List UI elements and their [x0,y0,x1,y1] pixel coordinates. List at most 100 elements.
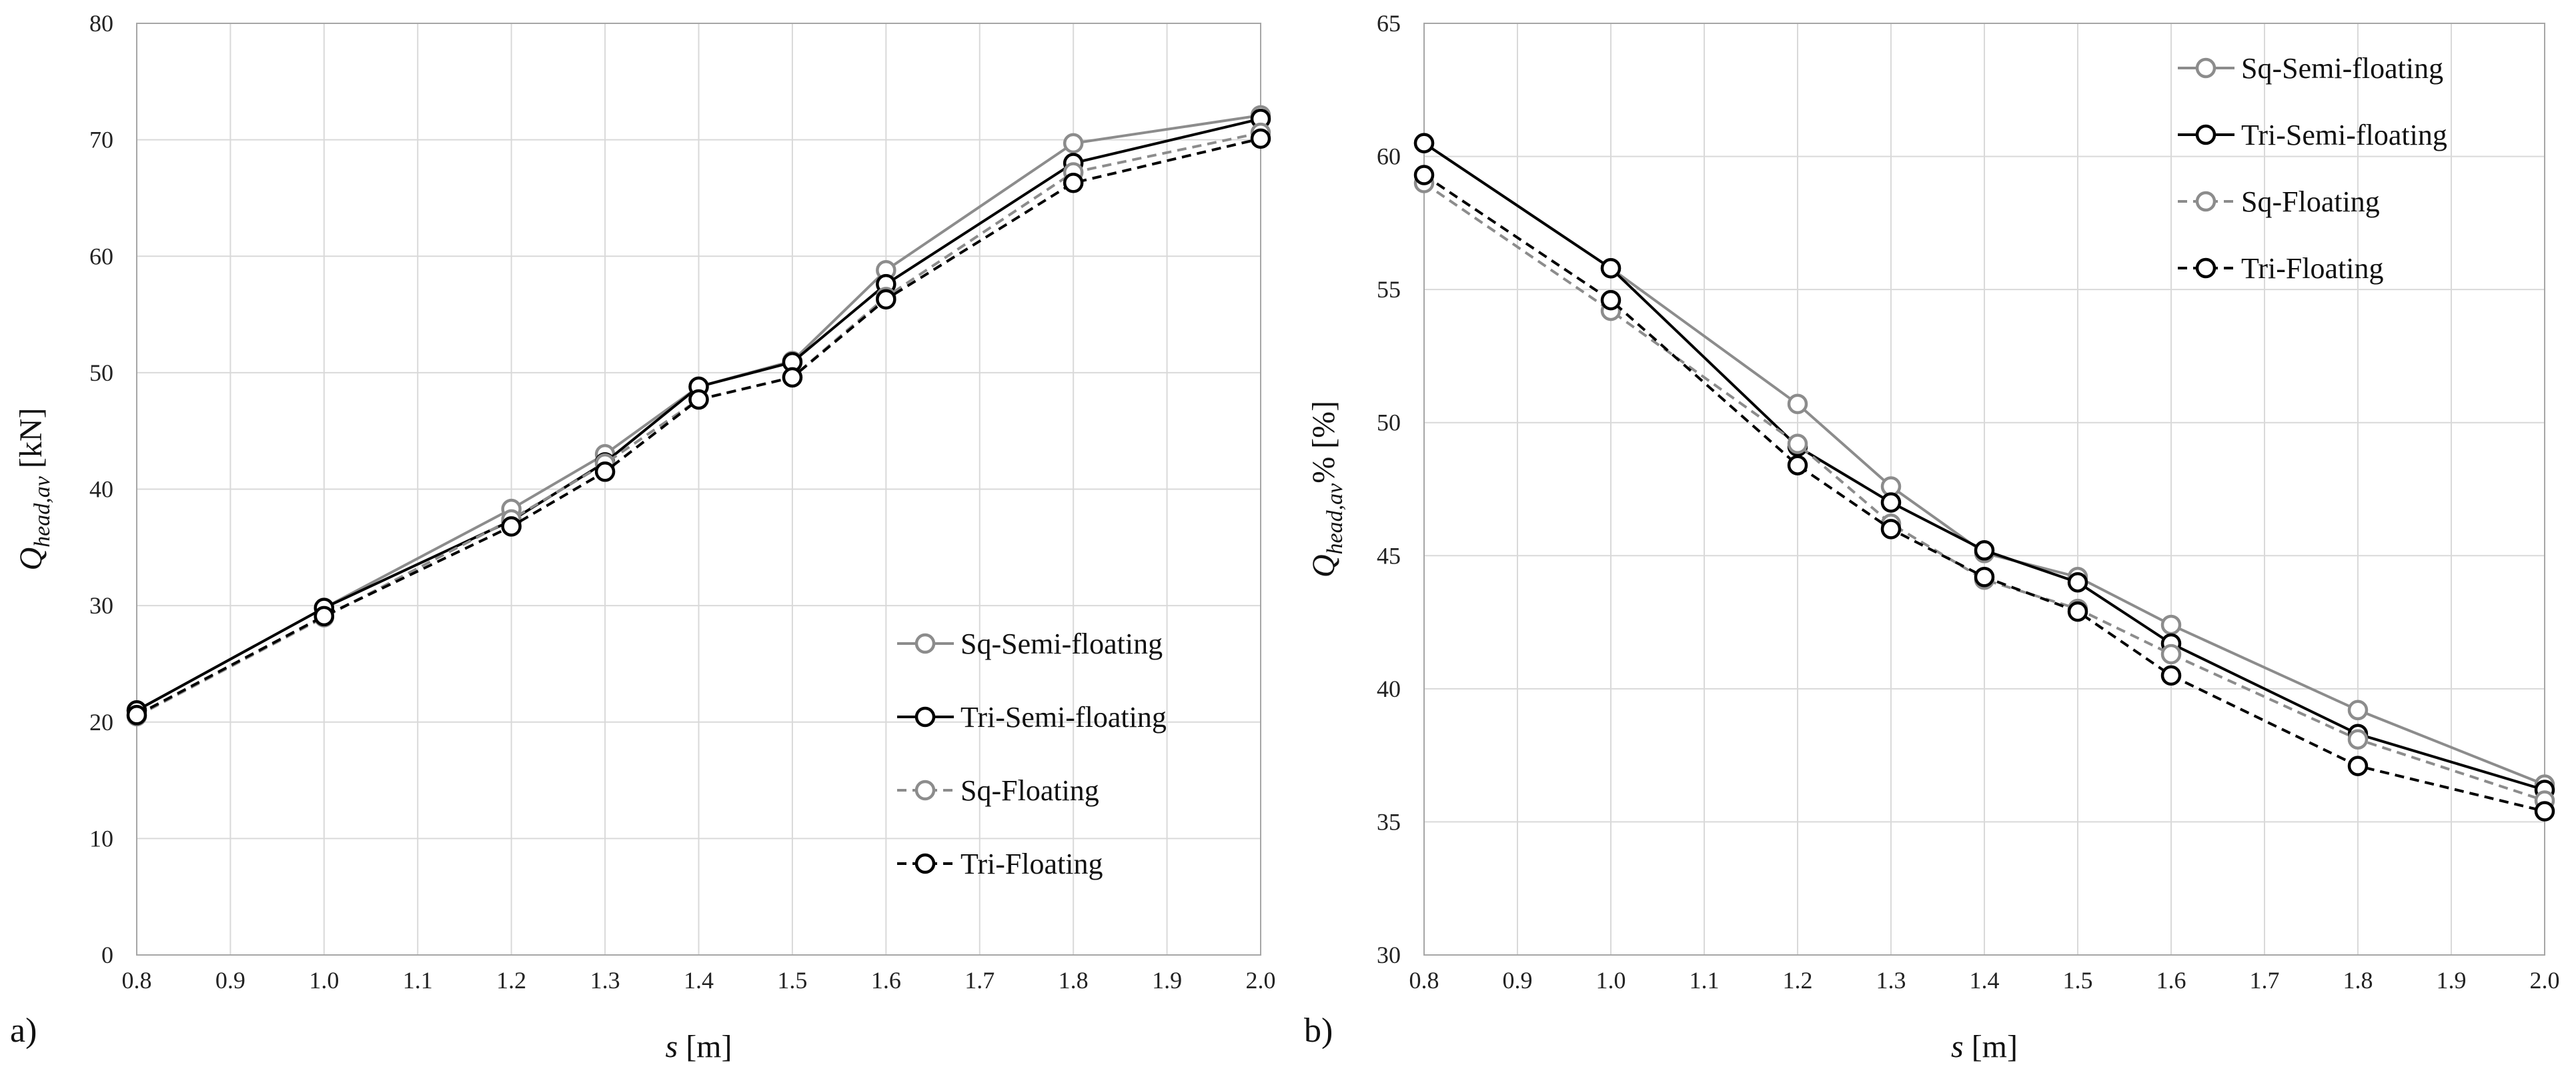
data-point [1413,165,1435,185]
series-tri-floating [126,128,1271,726]
data-point [1787,433,1808,454]
data-point [876,289,896,310]
data-point [2347,700,2369,721]
legend-marker [2195,257,2216,279]
y-tick-label: 50 [1377,409,1401,436]
plot-frame [1423,23,2545,956]
x-tick-label: 1.4 [1970,967,2000,994]
x-tick-label: 1.8 [1059,967,1089,994]
legend: Sq-Semi-floating Tri-Semi-floating Sq-Floa… [2178,52,2447,285]
y-tick-label: 80 [89,10,113,37]
y-axis-label: Qhead,av [kN] [13,408,55,571]
legend-marker [914,633,936,654]
legend-entry: Tri-Semi-floating [2241,119,2447,151]
data-point [1063,133,1084,154]
data-point [1413,133,1435,153]
x-tick-label: 0.8 [1409,967,1439,994]
data-point [2067,572,2088,593]
y-tick-label: 55 [1377,276,1401,303]
y-tick-label: 45 [1377,542,1401,569]
x-tick-label: 1.5 [777,967,807,994]
y-tick-label: 60 [89,243,113,269]
x-tick-label: 1.4 [684,967,714,994]
y-tick-label: 40 [89,476,113,503]
y-tick-label: 35 [1377,808,1401,835]
x-tick-label: 1.5 [2063,967,2093,994]
legend-entry: Sq-Semi-floating [2241,52,2443,85]
data-point [1600,289,1622,311]
y-tick-label: 65 [1377,10,1401,37]
data-point [501,516,522,537]
data-point [594,461,616,482]
legend-marker [914,780,936,801]
data-point [126,705,147,726]
data-point [2534,801,2555,822]
legend-marker [2195,57,2216,79]
x-tick-label: 1.7 [964,967,995,994]
series-tri-floating [1413,165,2555,822]
chart-a: 0.8 0.9 1.0 1.1 1.2 1.3 1.4 1.5 1.6 1.7 1.8 1.9 2.0 0… [10,10,1276,1064]
data-point [2160,665,2182,686]
x-tick-label: 0.9 [1503,967,1533,994]
x-tick-label: 1.3 [1876,967,1906,994]
legend-entry: Tri-Floating [960,848,1103,880]
data-point [688,389,709,410]
data-point [2067,601,2088,622]
data-point [2347,729,2369,750]
data-point [2347,756,2369,776]
legend-marker [914,706,936,728]
y-tick-label: 50 [89,359,113,386]
legend-marker [2195,191,2216,212]
legend-entry: Tri-Semi-floating [960,701,1167,734]
legend-entry: Tri-Floating [2241,252,2384,285]
data-point [2160,644,2182,665]
y-axis-label: Qhead,av% [%] [1306,401,1347,578]
x-tick-label: 1.8 [2343,967,2373,994]
x-tick-label: 1.9 [2437,967,2467,994]
data-point [782,367,803,388]
data-point [1974,566,1995,588]
plot-frame [136,23,1261,956]
x-axis-label: s [m] [1951,1029,2018,1064]
data-point [1787,393,1808,415]
data-point [1974,540,1995,561]
legend-entry: Sq-Semi-floating [960,628,1163,660]
legend-marker [2195,124,2216,145]
x-tick-label: 1.1 [403,967,433,994]
data-point [1063,172,1084,193]
y-tick-label: 30 [1377,942,1401,968]
y-tick-label: 70 [89,127,113,153]
x-tick-label: 1.1 [1690,967,1720,994]
data-point [1600,257,1622,279]
y-tick-label: 0 [101,942,113,968]
panel-label: a) [10,1012,37,1050]
data-point [2160,614,2182,636]
legend-entry: Sq-Floating [960,774,1099,807]
legend-entry: Sq-Floating [2241,185,2380,218]
x-tick-label: 1.9 [1152,967,1182,994]
x-tick-label: 1.2 [496,967,526,994]
y-tick-label: 30 [89,592,113,619]
x-tick-label: 1.7 [2250,967,2280,994]
x-tick-label: 2.0 [1246,967,1276,994]
data-point [1787,455,1808,475]
y-tick-label: 60 [1377,143,1401,170]
chart-b: 0.8 0.9 1.0 1.1 1.2 1.3 1.4 1.5 1.6 1.7 1.8 1.9 2.0 3… [1304,10,2560,1064]
x-tick-label: 1.6 [2156,967,2186,994]
x-tick-label: 1.2 [1783,967,1813,994]
x-tick-label: 0.9 [215,967,245,994]
x-tick-label: 1.3 [590,967,620,994]
x-axis-label: s [m] [666,1029,732,1064]
x-tick-label: 1.0 [309,967,339,994]
legend-marker [914,853,936,874]
x-tick-label: 1.6 [871,967,901,994]
y-tick-label: 20 [89,709,113,736]
data-point [313,606,335,627]
y-tick-label: 10 [89,825,113,852]
x-tick-label: 0.8 [122,967,152,994]
data-point [1250,128,1271,149]
y-tick-label: 40 [1377,676,1401,702]
x-tick-label: 2.0 [2530,967,2560,994]
x-tick-label: 1.0 [1596,967,1626,994]
